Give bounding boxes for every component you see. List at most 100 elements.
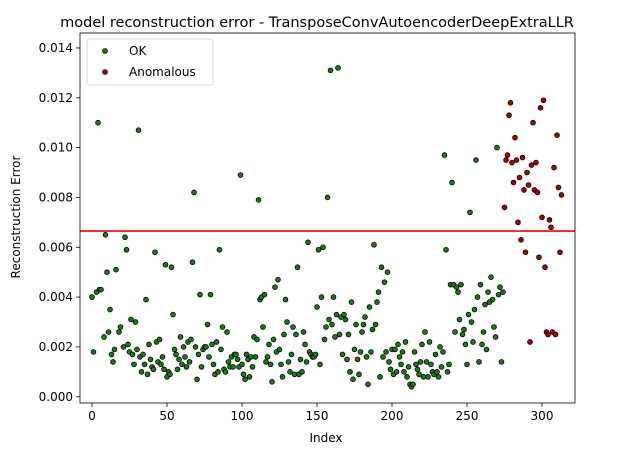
data-point-ok bbox=[345, 331, 352, 338]
x-tick-label: 0 bbox=[88, 409, 96, 423]
data-point-ok bbox=[335, 65, 341, 71]
data-point-ok bbox=[377, 374, 383, 380]
data-point-ok bbox=[234, 356, 241, 363]
data-point-ok bbox=[179, 361, 185, 368]
data-point-ok bbox=[321, 336, 328, 343]
data-point-ok bbox=[396, 354, 403, 360]
axes-frame bbox=[79, 32, 576, 404]
data-point-ok bbox=[485, 289, 491, 295]
data-point-ok bbox=[464, 361, 470, 368]
data-point-ok bbox=[438, 364, 445, 370]
data-point-anomalous bbox=[501, 204, 508, 211]
data-point-ok bbox=[203, 344, 209, 350]
data-point-ok bbox=[410, 381, 416, 388]
data-point-ok bbox=[188, 336, 194, 343]
data-point-ok bbox=[446, 361, 452, 368]
data-point-anomalous bbox=[536, 254, 542, 261]
data-point-ok bbox=[213, 339, 220, 345]
data-point-ok bbox=[468, 319, 475, 325]
data-point-ok bbox=[324, 194, 331, 201]
x-tick-label: 150 bbox=[306, 409, 329, 423]
data-point-ok bbox=[449, 179, 455, 186]
data-point-anomalous bbox=[525, 182, 532, 188]
data-point-ok bbox=[222, 369, 229, 375]
data-point-ok bbox=[483, 346, 490, 353]
data-point-ok bbox=[125, 341, 131, 348]
data-point-ok bbox=[327, 67, 334, 74]
data-point-ok bbox=[101, 334, 107, 340]
data-point-ok bbox=[102, 232, 109, 238]
data-point-ok bbox=[488, 274, 494, 280]
data-point-anomalous bbox=[540, 97, 547, 104]
data-point-ok bbox=[380, 354, 386, 360]
data-point-ok bbox=[111, 346, 118, 353]
data-point-ok bbox=[462, 341, 469, 348]
data-point-ok bbox=[378, 264, 385, 271]
data-point-ok bbox=[348, 299, 355, 305]
data-point-ok bbox=[290, 324, 296, 330]
data-point-ok bbox=[219, 324, 226, 330]
data-point-ok bbox=[224, 329, 230, 335]
data-point-ok bbox=[198, 364, 205, 370]
data-point-ok bbox=[299, 369, 305, 375]
legend-label-ok: OK bbox=[129, 44, 147, 58]
data-point-ok bbox=[189, 259, 196, 266]
data-point-ok bbox=[134, 346, 140, 353]
data-point-ok bbox=[152, 249, 158, 256]
data-point-anomalous bbox=[552, 331, 559, 338]
data-point-anomalous bbox=[509, 159, 515, 166]
data-point-ok bbox=[314, 304, 320, 310]
data-point-ok bbox=[110, 359, 116, 365]
data-point-anomalous bbox=[537, 104, 544, 111]
data-point-ok bbox=[248, 354, 254, 360]
data-point-ok bbox=[158, 361, 164, 368]
data-point-ok bbox=[230, 364, 236, 370]
data-point-ok bbox=[128, 316, 134, 323]
data-point-anomalous bbox=[519, 154, 526, 161]
x-axis-label: Index bbox=[309, 431, 342, 445]
data-point-ok bbox=[413, 361, 419, 368]
data-point-ok bbox=[159, 354, 166, 360]
data-point-ok bbox=[209, 341, 215, 348]
data-point-ok bbox=[497, 284, 503, 290]
y-tick-label: 0.002 bbox=[39, 340, 73, 354]
data-point-ok bbox=[135, 127, 142, 133]
data-point-ok bbox=[395, 341, 401, 348]
data-point-ok bbox=[458, 281, 464, 288]
data-point-anomalous bbox=[534, 189, 541, 196]
data-point-ok bbox=[354, 356, 361, 363]
data-point-ok bbox=[476, 359, 482, 365]
data-point-ok bbox=[419, 341, 425, 348]
data-point-ok bbox=[434, 369, 440, 375]
data-point-ok bbox=[173, 351, 179, 358]
data-point-ok bbox=[384, 269, 391, 275]
data-point-ok bbox=[275, 276, 281, 283]
data-point-ok bbox=[113, 266, 119, 273]
data-point-ok bbox=[420, 374, 427, 380]
data-point-ok bbox=[260, 324, 266, 330]
data-point-ok bbox=[300, 329, 307, 335]
data-point-ok bbox=[291, 371, 298, 378]
data-point-ok bbox=[326, 316, 332, 323]
data-point-ok bbox=[474, 294, 481, 300]
data-point-ok bbox=[297, 356, 304, 363]
data-point-anomalous bbox=[546, 217, 553, 223]
data-point-ok bbox=[255, 197, 262, 203]
data-point-ok bbox=[302, 341, 308, 348]
data-point-ok bbox=[444, 369, 451, 375]
chart-title: model reconstruction error - TransposeCo… bbox=[60, 15, 574, 31]
data-point-ok bbox=[399, 349, 406, 355]
data-point-ok bbox=[167, 371, 173, 378]
data-point-ok bbox=[480, 329, 487, 335]
data-point-ok bbox=[426, 339, 433, 345]
data-point-ok bbox=[120, 344, 127, 350]
data-point-anomalous bbox=[518, 237, 524, 243]
data-point-ok bbox=[411, 349, 418, 355]
data-point-ok bbox=[365, 381, 371, 388]
data-point-ok bbox=[161, 366, 167, 373]
data-point-ok bbox=[270, 336, 277, 343]
x-tick-label: 50 bbox=[159, 409, 174, 423]
data-point-ok bbox=[452, 329, 458, 335]
data-point-ok bbox=[132, 319, 139, 325]
